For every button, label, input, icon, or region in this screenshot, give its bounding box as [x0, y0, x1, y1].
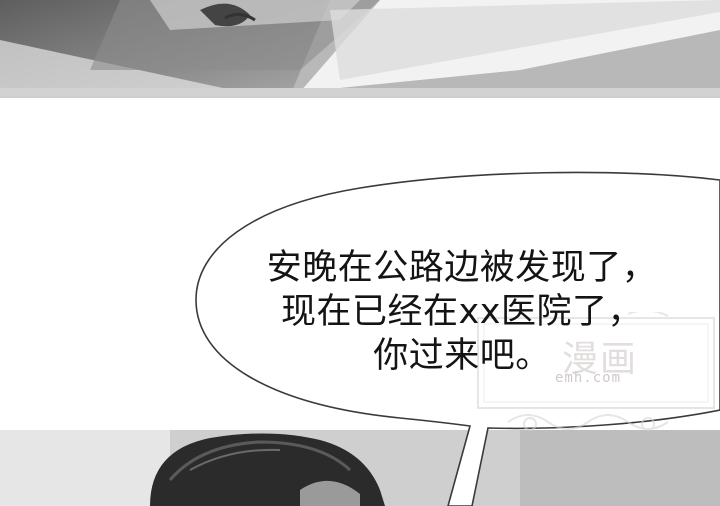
- bottom-panel-image: [0, 430, 720, 506]
- watermark-ornament: [477, 312, 715, 431]
- dialogue-line-3: 你过来吧。: [373, 336, 551, 376]
- top-panel-image: [0, 0, 720, 98]
- dialogue-line-1: 安晚在公路边被发现了，: [266, 248, 658, 288]
- top-panel-artwork: [0, 0, 720, 96]
- watermark-title: 漫画: [562, 339, 639, 380]
- speech-bubble-text: 安晚在公路边被发现了， 现在已经在xx医院了， 你过来吧。: [222, 246, 702, 378]
- watermark-url: emh.com: [555, 370, 622, 386]
- bottom-panel-artwork: [0, 430, 720, 506]
- dialogue-line-2: 现在已经在xx医院了，: [281, 292, 643, 332]
